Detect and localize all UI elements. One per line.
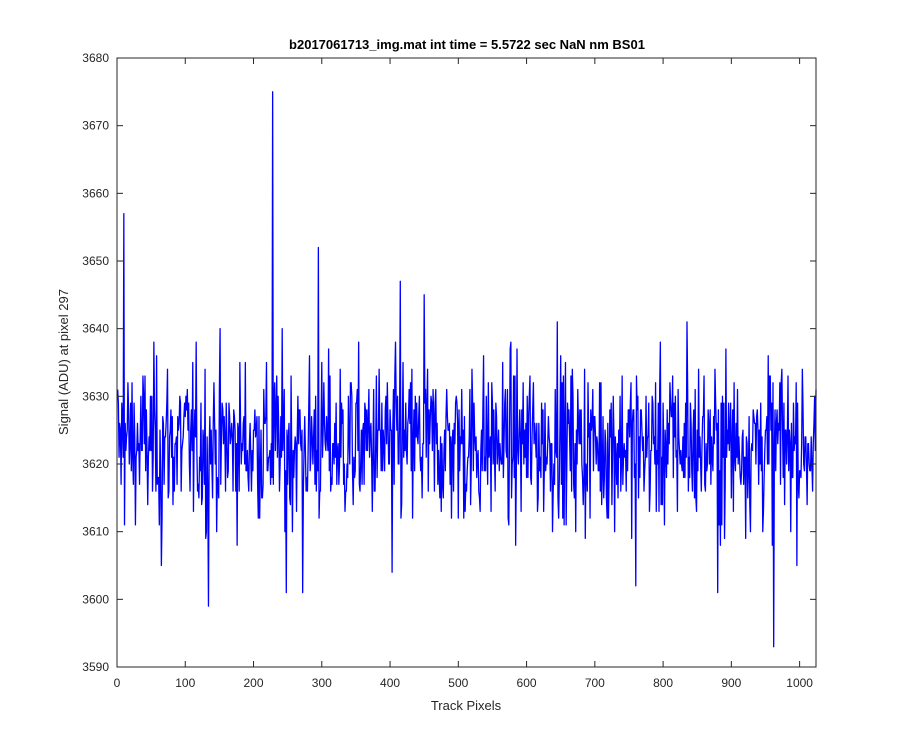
y-tick-label: 3680 [82,51,109,65]
x-tick-label: 300 [312,676,332,690]
y-tick-label: 3610 [82,525,109,539]
x-tick-label: 900 [721,676,741,690]
x-tick-label: 0 [114,676,121,690]
x-tick-label: 100 [175,676,195,690]
y-axis-ticks: 3590 3600 3610 3620 3630 3640 3650 3660 3670 3680 [82,51,816,674]
series-line [117,91,817,648]
plot-background [117,58,816,667]
y-axis-label: Signal (ADU) at pixel 297 [56,289,71,435]
y-tick-label: 3600 [82,592,109,606]
series-layer [117,91,817,648]
x-tick-label: 700 [585,676,605,690]
x-tick-label: 800 [653,676,673,690]
x-axis-label: Track Pixels [431,698,502,713]
plot-area [116,57,817,668]
y-tick-label: 3640 [82,322,109,336]
chart-title: b2017061713_img.mat int time = 5.5722 se… [289,37,645,52]
y-tick-label: 3650 [82,254,109,268]
x-tick-label: 1000 [786,676,813,690]
y-tick-label: 3670 [82,119,109,133]
y-tick-label: 3660 [82,186,109,200]
y-tick-label: 3630 [82,389,109,403]
x-axis-ticks: 0 100 200 300 400 500 600 700 800 900 1000 [114,58,813,690]
plot-frame [116,57,817,668]
x-tick-label: 200 [244,676,264,690]
x-tick-label: 400 [380,676,400,690]
y-tick-label: 3590 [82,660,109,674]
x-tick-label: 500 [448,676,468,690]
x-tick-label: 600 [517,676,537,690]
y-tick-label: 3620 [82,457,109,471]
